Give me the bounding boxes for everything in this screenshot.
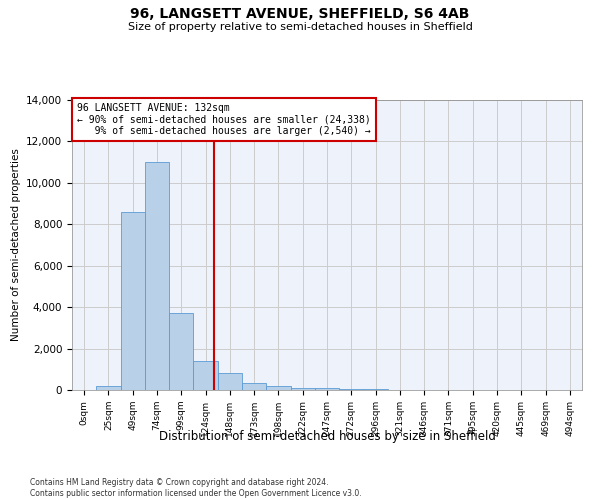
Text: 96 LANGSETT AVENUE: 132sqm
← 90% of semi-detached houses are smaller (24,338)
  : 96 LANGSETT AVENUE: 132sqm ← 90% of semi… <box>77 103 371 136</box>
Bar <box>218 374 242 390</box>
Bar <box>266 386 290 390</box>
Bar <box>193 361 218 390</box>
Text: Size of property relative to semi-detached houses in Sheffield: Size of property relative to semi-detach… <box>128 22 472 32</box>
Text: 96, LANGSETT AVENUE, SHEFFIELD, S6 4AB: 96, LANGSETT AVENUE, SHEFFIELD, S6 4AB <box>130 8 470 22</box>
Bar <box>315 388 339 390</box>
Bar <box>339 389 364 390</box>
Y-axis label: Number of semi-detached properties: Number of semi-detached properties <box>11 148 20 342</box>
Bar <box>121 212 145 390</box>
Text: Contains HM Land Registry data © Crown copyright and database right 2024.
Contai: Contains HM Land Registry data © Crown c… <box>30 478 362 498</box>
Bar <box>290 388 315 390</box>
Text: Distribution of semi-detached houses by size in Sheffield: Distribution of semi-detached houses by … <box>158 430 496 443</box>
Bar <box>169 314 193 390</box>
Bar <box>242 383 266 390</box>
Bar <box>145 162 169 390</box>
Bar <box>96 386 121 390</box>
